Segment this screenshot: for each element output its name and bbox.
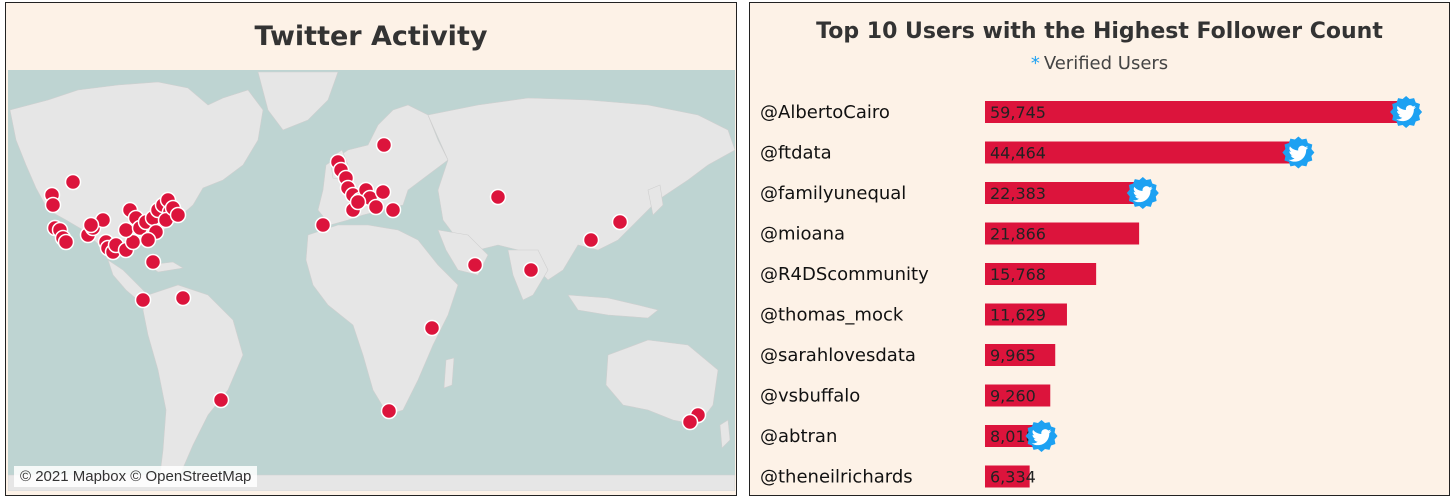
verified-badge-icon [1390, 96, 1423, 128]
activity-dot[interactable] [367, 198, 385, 216]
activity-dot[interactable] [139, 231, 157, 249]
bar-chart-panel: Top 10 Users with the Highest Follower C… [749, 2, 1450, 496]
bar-chart-svg: @AlbertoCairo 59,745 @ftdata 44,464 @familyu… [760, 96, 1423, 488]
value-label-familyunequal: 22,383 [990, 184, 1046, 203]
north-america-landmass [9, 81, 264, 261]
activity-dot[interactable] [212, 391, 230, 409]
south-america-landmass [142, 284, 244, 491]
user-label-sarahlovesdata: @sarahlovesdata [760, 345, 916, 366]
activity-dot[interactable] [522, 261, 540, 279]
activity-dot[interactable] [169, 206, 187, 224]
value-label-albertocairo: 59,745 [990, 103, 1046, 122]
activity-dot[interactable] [582, 231, 600, 249]
user-label-theneilrichards: @theneilrichards [760, 467, 913, 488]
verified-badge-icon [1282, 136, 1315, 169]
bar-albertocairo[interactable] [985, 101, 1407, 123]
greenland-landmass [257, 71, 339, 131]
bar-familyunequal[interactable] [985, 182, 1143, 204]
chart-subtitle: * Verified Users [750, 53, 1449, 74]
activity-dot[interactable] [423, 319, 441, 337]
value-label-theneilrichards: 6,334 [990, 468, 1036, 487]
bar-mioana[interactable] [985, 222, 1140, 245]
verified-badge-icon [1025, 420, 1058, 452]
value-label-vsbuffalo: 9,260 [990, 387, 1036, 406]
user-label-r4dscommunity: @R4DScommunity [760, 264, 929, 285]
australia-landmass [605, 339, 719, 426]
world-map-svg[interactable] [8, 70, 735, 491]
value-label-thomas-mock: 11,629 [990, 306, 1046, 325]
activity-dot[interactable] [144, 253, 162, 271]
new-zealand-landmass [719, 419, 731, 449]
activity-dots[interactable] [43, 136, 707, 431]
value-label-r4dscommunity: 15,768 [990, 265, 1046, 284]
user-label-albertocairo: @AlbertoCairo [760, 102, 890, 123]
bar-ftdata[interactable] [985, 141, 1299, 164]
activity-dot[interactable] [489, 188, 507, 206]
africa-landmass [305, 224, 459, 416]
user-label-familyunequal: @familyunequal [760, 183, 906, 204]
activity-dot[interactable] [57, 233, 75, 251]
activity-dot[interactable] [374, 183, 392, 201]
activity-dot[interactable] [64, 173, 82, 191]
bar-abtran[interactable] [985, 425, 1042, 447]
activity-dot[interactable] [134, 291, 152, 309]
activity-dot[interactable] [380, 402, 398, 420]
activity-dot[interactable] [314, 216, 332, 234]
bar-thomas-mock[interactable] [985, 303, 1067, 326]
activity-dot[interactable] [44, 196, 62, 214]
bar-r4dscommunity[interactable] [985, 263, 1097, 285]
chart-title: Top 10 Users with the Highest Follower C… [816, 19, 1383, 44]
verified-badge-icon [1126, 177, 1159, 209]
value-label-sarahlovesdata: 9,965 [990, 346, 1036, 365]
bar-sarahlovesdata[interactable] [985, 344, 1056, 366]
japan-landmass [647, 184, 664, 216]
value-label-mioana: 21,866 [990, 225, 1046, 244]
activity-dot[interactable] [375, 136, 393, 154]
activity-dot[interactable] [384, 201, 402, 219]
value-label-ftdata: 44,464 [990, 144, 1046, 163]
bar-vsbuffalo[interactable] [985, 384, 1051, 407]
verified-marker: * [1030, 53, 1040, 74]
activity-dot[interactable] [174, 289, 192, 307]
activity-dot[interactable] [82, 216, 100, 234]
activity-dot[interactable] [117, 221, 135, 239]
madagascar-landmass [443, 357, 455, 389]
map-title: Twitter Activity [254, 21, 488, 52]
activity-dot[interactable] [611, 213, 629, 231]
map-panel: Twitter Activity [5, 2, 737, 496]
user-label-ftdata: @ftdata [760, 143, 832, 164]
activity-dot[interactable] [681, 413, 699, 431]
activity-dot[interactable] [349, 193, 367, 211]
map-attribution: © 2021 Mapbox © OpenStreetMap [14, 466, 258, 487]
user-label-vsbuffalo: @vsbuffalo [760, 386, 860, 407]
bar-theneilrichards[interactable] [985, 465, 1030, 488]
activity-dot[interactable] [466, 256, 484, 274]
user-label-mioana: @mioana [760, 224, 845, 245]
indonesia-islands [567, 294, 659, 319]
user-label-abtran: @abtran [760, 426, 837, 447]
value-label-abtran: 8,018 [990, 427, 1036, 446]
verified-legend-text: Verified Users [1043, 53, 1169, 74]
user-label-thomas-mock: @thomas_mock [760, 305, 904, 326]
land-masses [8, 71, 735, 491]
world-map[interactable]: © 2021 Mapbox © OpenStreetMap [8, 70, 735, 491]
